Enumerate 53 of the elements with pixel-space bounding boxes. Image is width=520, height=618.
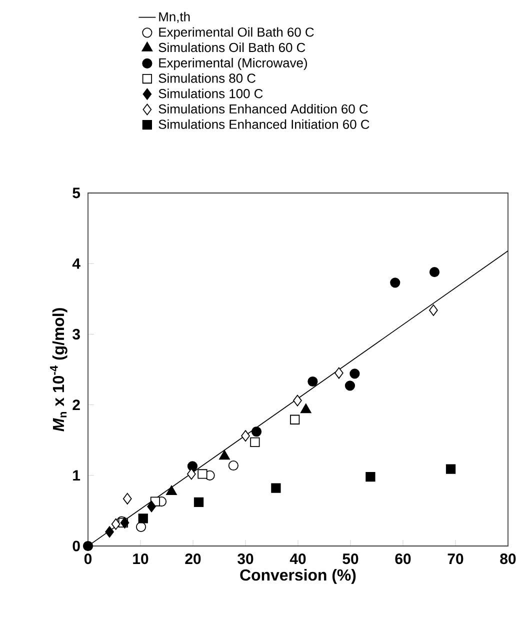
y-tick-label: 1 xyxy=(73,470,80,481)
y-axis-title: M$_{n}$ x 10$^{-4}$ (g/mol) xyxy=(50,308,68,432)
x-tick-label: 60 xyxy=(395,554,411,564)
point xyxy=(344,380,356,391)
point xyxy=(429,304,438,316)
y-tick-label: 4 xyxy=(72,258,80,269)
legend-label: Mn,th xyxy=(159,12,190,23)
point xyxy=(228,460,238,471)
point xyxy=(290,414,300,424)
x-tick-label: 30 xyxy=(238,554,254,564)
x-tick-label: 0 xyxy=(84,554,92,564)
point xyxy=(251,426,262,437)
x-tick-label: 20 xyxy=(185,554,201,564)
point xyxy=(241,430,250,442)
point xyxy=(293,394,302,406)
point xyxy=(334,367,344,379)
y-tick-label: 0 xyxy=(72,540,80,552)
x-tick-label: 70 xyxy=(448,554,464,564)
legend-label: Experimental (Microwave) xyxy=(159,58,307,70)
legend-label: Simulations 80 C xyxy=(158,73,256,83)
point xyxy=(446,464,456,474)
point xyxy=(308,376,318,387)
point xyxy=(187,468,196,480)
point xyxy=(429,267,440,278)
point xyxy=(250,437,260,448)
point xyxy=(194,497,204,508)
x-tick-label: 80 xyxy=(500,554,516,564)
legend-label: Simulations Oil Bath 60 C xyxy=(158,42,306,52)
point xyxy=(138,514,148,524)
point xyxy=(271,483,281,493)
point xyxy=(111,518,120,530)
legend-label: Simulations Enhanced Initiation 60 C xyxy=(158,119,370,129)
point xyxy=(122,492,132,504)
x-tick-label: 50 xyxy=(342,554,358,564)
legend-label: Experimental Oil Bath 60 C xyxy=(159,27,314,40)
x-axis-title: Conversion (%) xyxy=(240,568,356,584)
y-tick-label: 3 xyxy=(72,328,80,340)
x-tick-label: 10 xyxy=(133,554,148,564)
point xyxy=(82,540,94,552)
point xyxy=(390,278,400,288)
point xyxy=(187,461,198,472)
legend-label: Simulations 100 C xyxy=(158,88,263,98)
legend-label: Simulations Enhanced Addition 60 C xyxy=(158,104,368,114)
x-tick-label: 40 xyxy=(290,554,306,564)
y-tick-label: 5 xyxy=(72,188,80,198)
point xyxy=(105,526,114,538)
point xyxy=(300,404,312,414)
point xyxy=(219,450,230,460)
y-tick-label: 2 xyxy=(72,400,80,410)
point xyxy=(366,472,376,482)
point xyxy=(147,500,156,512)
point xyxy=(198,469,208,479)
point xyxy=(350,368,360,379)
